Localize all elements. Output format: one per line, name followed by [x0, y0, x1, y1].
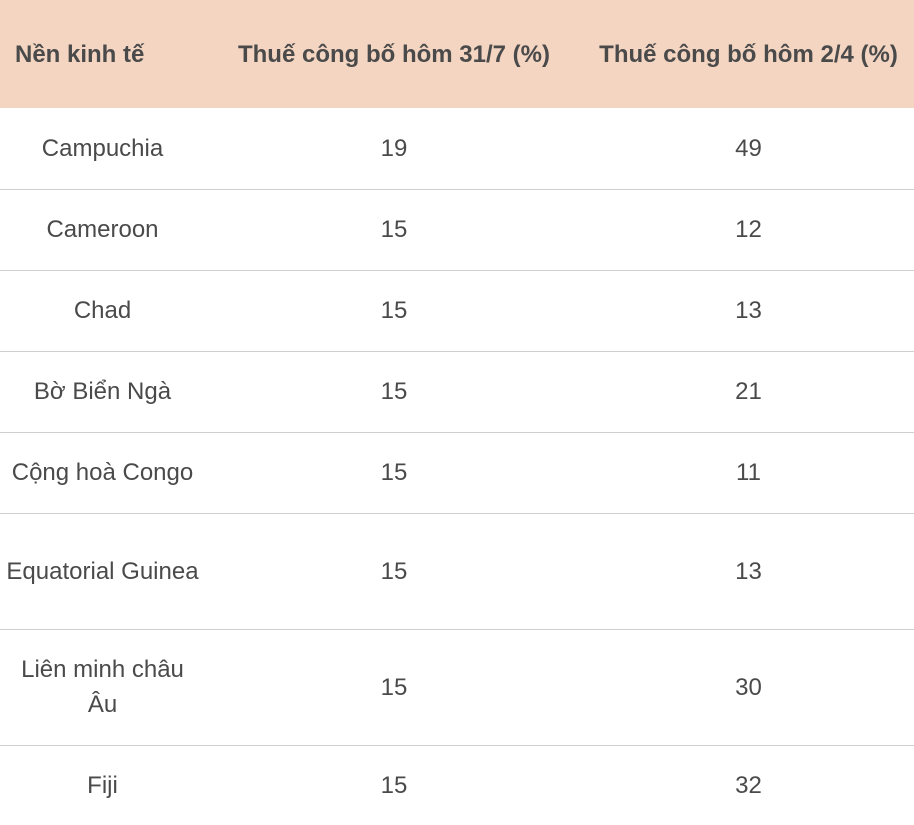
tariff-jul31-cell: 15: [205, 350, 583, 432]
tariff-apr2-cell: 21: [583, 350, 914, 432]
tariff-apr2-cell: 13: [583, 512, 914, 629]
table-row: Chad 15 13: [0, 269, 914, 351]
economy-cell: Bờ Biển Ngà: [0, 350, 205, 432]
tariff-apr2-cell: 13: [583, 269, 914, 351]
tariff-apr2-cell: 12: [583, 188, 914, 270]
table-row: Fiji 15 32: [0, 744, 914, 825]
header-tariff-jul31: Thuế công bố hôm 31/7 (%): [237, 40, 550, 68]
tariff-jul31-cell: 15: [205, 188, 583, 270]
tariff-jul31-cell: 15: [205, 512, 583, 629]
table-row: Cộng hoà Congo 15 11: [0, 431, 914, 513]
tariff-jul31-cell: 19: [380, 134, 408, 162]
table-row: Bờ Biển Ngà 15 21: [0, 350, 914, 432]
economy-cell: Cộng hoà Congo: [0, 431, 205, 513]
economy-cell: Campuchia: [41, 134, 164, 162]
table-row: Campuchia 19 49: [0, 108, 914, 189]
economy-cell: Cameroon: [0, 188, 205, 270]
economy-cell: Fiji: [0, 744, 205, 825]
economy-cell: Chad: [0, 269, 205, 351]
economy-cell: Liên minh châu Âu: [0, 628, 205, 745]
table-row: Cameroon 15 12: [0, 188, 914, 270]
table-row: Liên minh châu Âu 15 30: [0, 628, 914, 745]
economy-cell: Equatorial Guinea: [0, 512, 205, 629]
header-row: Nền kinh tế Thuế công bố hôm 31/7 (%) Th…: [0, 0, 914, 108]
table-body: Campuchia 19 49 Cameroon 15 12 Chad 15 1…: [0, 108, 914, 825]
header-tariff-apr2: Thuế công bố hôm 2/4 (%): [599, 40, 898, 68]
tariff-jul31-cell: 15: [205, 628, 583, 745]
tariff-apr2-cell: 11: [583, 431, 914, 513]
tariff-jul31-cell: 15: [205, 269, 583, 351]
tariff-jul31-cell: 15: [205, 744, 583, 825]
tariff-apr2-cell: 49: [735, 134, 762, 162]
tariff-jul31-cell: 15: [205, 431, 583, 513]
table-row: Equatorial Guinea 15 13: [0, 512, 914, 629]
tariff-apr2-cell: 30: [583, 628, 914, 745]
header-economy: Nền kinh tế: [15, 40, 145, 68]
table-header: Nền kinh tế Thuế công bố hôm 31/7 (%) Th…: [0, 0, 914, 108]
tariff-apr2-cell: 32: [583, 744, 914, 825]
